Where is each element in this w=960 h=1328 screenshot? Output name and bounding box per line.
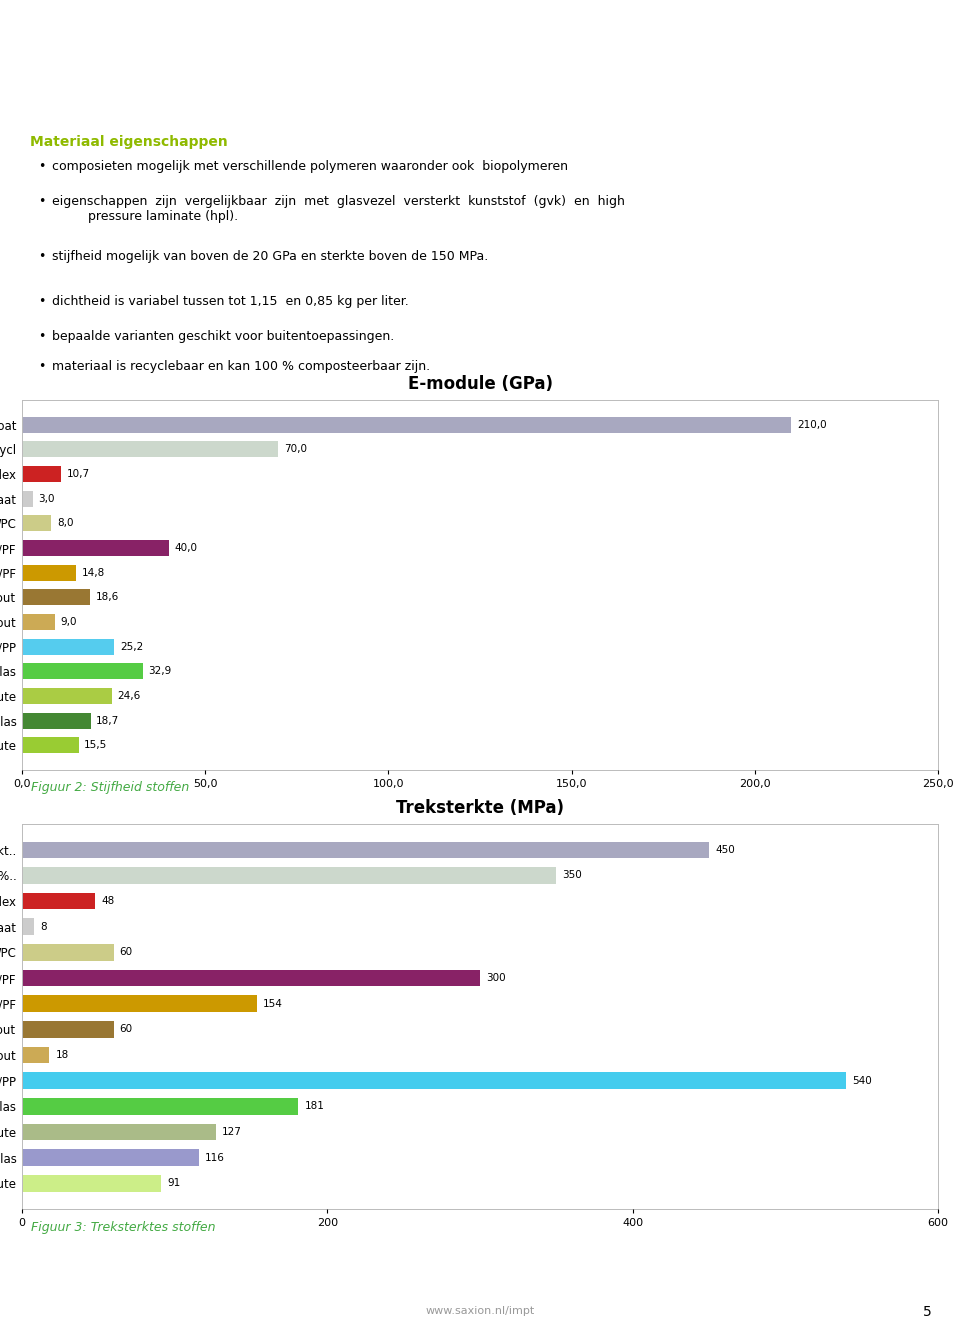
Text: 154: 154	[263, 999, 283, 1009]
Text: 40,0: 40,0	[174, 543, 197, 552]
Text: •: •	[38, 360, 45, 373]
Text: 60: 60	[120, 947, 132, 957]
Bar	[22, 944, 113, 960]
Text: 5: 5	[923, 1304, 931, 1319]
Bar	[22, 892, 95, 910]
Bar	[22, 1149, 199, 1166]
Text: 60: 60	[120, 1024, 132, 1035]
Text: 10,7: 10,7	[66, 469, 90, 479]
Bar	[22, 515, 51, 531]
Text: 116: 116	[205, 1153, 225, 1162]
Text: •: •	[38, 159, 45, 173]
Text: 15,5: 15,5	[84, 740, 108, 750]
Bar	[22, 688, 112, 704]
Bar	[22, 1046, 50, 1064]
Bar	[22, 417, 791, 433]
Text: 3,0: 3,0	[38, 494, 55, 503]
Text: materiaal is recyclebaar en kan 100 % composteerbaar zijn.: materiaal is recyclebaar en kan 100 % co…	[52, 360, 430, 373]
Text: Figuur 3: Treksterktes stoffen: Figuur 3: Treksterktes stoffen	[31, 1220, 216, 1234]
Title: Treksterkte (MPa): Treksterkte (MPa)	[396, 799, 564, 817]
Bar	[22, 919, 35, 935]
Text: 91: 91	[167, 1178, 180, 1189]
Bar	[22, 1021, 113, 1037]
Text: 24,6: 24,6	[118, 691, 141, 701]
Bar	[22, 564, 76, 580]
Text: 25,2: 25,2	[120, 641, 143, 652]
Text: 127: 127	[222, 1127, 242, 1137]
Text: 18: 18	[56, 1050, 69, 1060]
Bar	[22, 466, 61, 482]
Bar	[22, 969, 480, 987]
Bar	[22, 842, 709, 858]
Text: 70,0: 70,0	[284, 445, 307, 454]
Text: eigenschappen  zijn  vergelijkbaar  zijn  met  glasvezel  versterkt  kunststof  : eigenschappen zijn vergelijkbaar zijn me…	[52, 195, 625, 223]
Title: E-module (GPa): E-module (GPa)	[407, 374, 553, 393]
Bar	[22, 867, 557, 884]
Text: 32,9: 32,9	[148, 667, 171, 676]
Text: •: •	[38, 295, 45, 308]
Text: 9,0: 9,0	[60, 618, 77, 627]
Text: 8: 8	[40, 922, 47, 932]
Text: 350: 350	[563, 870, 582, 880]
Bar	[22, 996, 257, 1012]
Text: bepaalde varianten geschikt voor buitentoepassingen.: bepaalde varianten geschikt voor buitent…	[52, 329, 395, 343]
Bar	[22, 540, 169, 556]
Text: 540: 540	[852, 1076, 873, 1085]
Text: 181: 181	[304, 1101, 324, 1112]
Bar	[22, 663, 142, 679]
Text: Materiaal eigenschappen: Materiaal eigenschappen	[30, 135, 228, 149]
Text: •: •	[38, 195, 45, 208]
Bar	[22, 1098, 299, 1114]
Bar	[22, 1175, 161, 1191]
Text: dichtheid is variabel tussen tot 1,15  en 0,85 kg per liter.: dichtheid is variabel tussen tot 1,15 en…	[52, 295, 409, 308]
Text: 48: 48	[102, 896, 114, 906]
Text: 14,8: 14,8	[82, 567, 105, 578]
Text: 18,7: 18,7	[96, 716, 119, 725]
Bar	[22, 1123, 216, 1141]
Text: •: •	[38, 329, 45, 343]
Text: Figuur 2: Stijfheid stoffen: Figuur 2: Stijfheid stoffen	[31, 781, 189, 794]
Bar	[22, 1072, 847, 1089]
Text: www.saxion.nl/impt: www.saxion.nl/impt	[425, 1307, 535, 1316]
Text: 210,0: 210,0	[797, 420, 827, 430]
Bar	[22, 639, 114, 655]
Bar	[22, 737, 79, 753]
Bar	[22, 713, 90, 729]
Text: stijfheid mogelijk van boven de 20 GPa en sterkte boven de 150 MPa.: stijfheid mogelijk van boven de 20 GPa e…	[52, 250, 489, 263]
Text: •: •	[38, 250, 45, 263]
Text: 18,6: 18,6	[96, 592, 119, 603]
Bar	[22, 491, 33, 507]
Text: composieten mogelijk met verschillende polymeren waaronder ook  biopolymeren: composieten mogelijk met verschillende p…	[52, 159, 568, 173]
Text: 8,0: 8,0	[57, 518, 73, 529]
Bar	[22, 590, 90, 606]
Text: 450: 450	[715, 845, 734, 855]
Bar	[22, 441, 278, 457]
Bar	[22, 614, 55, 629]
Text: 300: 300	[486, 973, 506, 983]
